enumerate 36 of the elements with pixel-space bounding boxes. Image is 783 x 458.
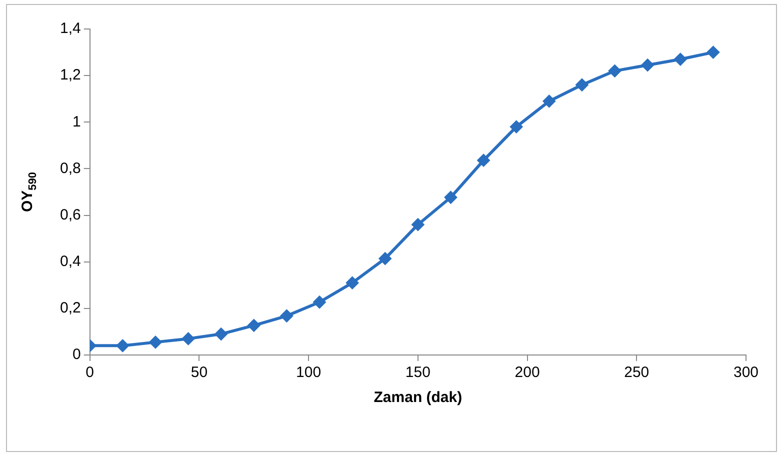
- y-tick-label: 0,4: [60, 253, 81, 270]
- point: [542, 94, 556, 108]
- point: [247, 318, 260, 332]
- point: [641, 58, 654, 72]
- point: [575, 78, 588, 92]
- y-tick-label: 1,4: [60, 20, 81, 38]
- y-tick-label: 1: [72, 113, 81, 130]
- point: [674, 52, 687, 66]
- point: [116, 339, 130, 352]
- x-tick-label: 100: [296, 364, 322, 382]
- x-tick-label: 0: [86, 364, 94, 382]
- y-tick-label: 0,6: [60, 206, 81, 224]
- point: [346, 276, 359, 290]
- x-axis-title: Zaman (dak): [374, 389, 462, 406]
- point: [510, 120, 523, 134]
- x-tick-label: 150: [405, 364, 430, 382]
- x-tick-label: 200: [514, 364, 540, 382]
- point: [444, 190, 458, 204]
- point: [477, 154, 490, 167]
- x-tick-label: 250: [624, 364, 650, 382]
- y-tick-label: 1,2: [60, 66, 81, 84]
- point: [608, 64, 622, 78]
- point: [148, 336, 162, 349]
- point: [214, 328, 228, 341]
- y-tick-label: 0,2: [60, 300, 81, 317]
- x-tick-label: 300: [733, 364, 759, 382]
- y-axis-title: OY590: [18, 172, 39, 212]
- y-tick-label: 0,8: [60, 160, 81, 177]
- point: [182, 332, 195, 346]
- point: [280, 309, 294, 322]
- point: [378, 252, 392, 266]
- y-tick-label: 0: [72, 346, 81, 364]
- point: [411, 218, 424, 232]
- x-tick-label: 50: [190, 364, 208, 382]
- point: [706, 46, 720, 59]
- point: [313, 296, 326, 309]
